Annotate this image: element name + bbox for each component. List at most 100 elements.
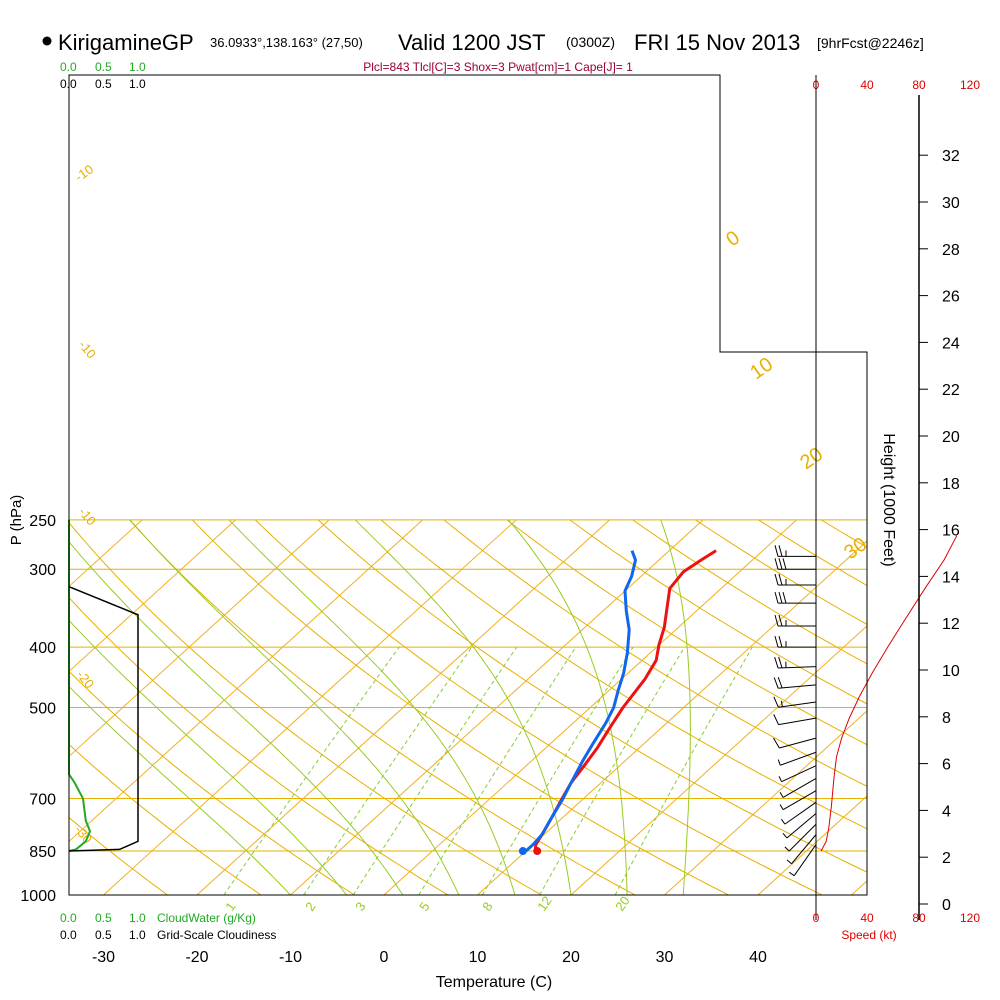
cloudiness-profile-line [68, 586, 139, 852]
isotherm-line [103, 519, 517, 895]
wind-barb-half [781, 818, 786, 825]
cloudwater-scale-bottom: 0.0 0.5 1.0 CloudWater (g/Kg) [60, 911, 256, 925]
x-axis-label: Temperature (C) [436, 974, 552, 991]
dry-adiabat-line [69, 519, 262, 895]
speed-scale-bottom: 0 40 80 120 Speed (kt) [813, 911, 981, 942]
wind-barb-flag [782, 591, 787, 604]
wind-barb-half [786, 859, 792, 865]
temperature-axis: -30 -20 -10 0 10 20 30 40 [92, 949, 767, 966]
height-tick-label: 20 [942, 429, 960, 446]
dry-adiabat-label: -10 [76, 504, 100, 528]
wind-barb-half [778, 776, 783, 782]
pressure-axis: 250 300 400 500 700 850 1000 [20, 513, 56, 905]
wind-barb [774, 591, 816, 604]
pressure-tick-label: 250 [29, 513, 56, 530]
isotherm-line [477, 519, 867, 895]
pressure-tick-label: 300 [29, 562, 56, 579]
spd-bot-1: 40 [860, 911, 874, 925]
mixing-ratio-line [614, 646, 753, 895]
height-tick-label: 30 [942, 195, 960, 212]
height-tick-label: 26 [942, 289, 960, 306]
dry-adiabat-label: 10 [746, 353, 777, 384]
dry-adiabat-line [317, 519, 867, 895]
pressure-tick-label: 700 [29, 791, 56, 808]
wind-barb-flag [778, 558, 783, 570]
wind-barb-staff [782, 778, 817, 798]
wind-barb-flag [774, 573, 779, 586]
cloudwater-scale-top: 0.0 0.5 1.0 [60, 60, 146, 74]
dry-adiabat-line [69, 519, 542, 895]
dry-adiabat-line [380, 519, 867, 895]
wind-barb-flag [778, 545, 783, 557]
speed-label: Speed (kt) [841, 928, 896, 942]
cl-bot-1: 0.5 [95, 928, 112, 942]
plot-frame [68, 74, 868, 896]
wind-barb-flag [774, 591, 779, 604]
wind-column [773, 535, 958, 877]
wind-barb-flag [774, 656, 779, 669]
moist-adiabat-line [69, 519, 347, 895]
cw-bot-2: 1.0 [129, 911, 146, 925]
wind-barb-half [784, 846, 790, 852]
surface-temperature-point [533, 847, 542, 856]
height-tick-label: 6 [942, 757, 951, 774]
wind-barb [778, 765, 817, 783]
wind-barb [774, 635, 816, 648]
dry-adiabat-line [129, 519, 636, 895]
wind-barb-staff [793, 844, 817, 877]
height-tick-label: 0 [942, 897, 951, 914]
wind-barb-staff [782, 790, 817, 811]
dry-adiabat-label: 20 [796, 443, 827, 474]
wind-barb-flag [778, 591, 783, 604]
wind-barb-half [781, 700, 783, 707]
wind-barb-flag [773, 677, 779, 689]
surface-dewpoint-point [518, 847, 527, 856]
wind-barb [784, 823, 817, 852]
wind-barb [774, 573, 816, 586]
wind-barb-staff [784, 801, 817, 825]
station-coords: 36.0933°,138.163° (27,50) [210, 35, 363, 50]
dry-adiabat-line [192, 519, 729, 895]
wind-barb-staff [778, 684, 817, 689]
cw-top-1: 0.5 [95, 60, 112, 74]
station-name: KirigamineGP [58, 30, 194, 55]
y-axis-label: P (hPa) [8, 495, 25, 546]
dry-adiabat-label: 0 [722, 227, 744, 251]
wind-barb-staff [786, 813, 817, 839]
spd-top-1: 40 [860, 78, 874, 92]
wind-barb-flag [774, 635, 779, 648]
height-tick-label: 4 [942, 803, 951, 820]
dry-adiabat-line [632, 519, 867, 895]
temperature-tick-label: 10 [469, 949, 487, 966]
height-tick-label: 16 [942, 523, 960, 540]
mixing-ratio-line [303, 646, 473, 895]
wind-barb-flag [778, 635, 783, 648]
temperature-tick-label: 20 [562, 949, 580, 966]
spd-bot-3: 120 [960, 911, 980, 925]
cloud-profiles [68, 519, 139, 852]
wind-barb-flag [774, 545, 779, 557]
mixing-ratio-label: 5 [416, 899, 432, 914]
moist-adiabat-line [660, 519, 691, 895]
valid-date: FRI 15 Nov 2013 [634, 30, 800, 55]
station-bullet-icon [42, 36, 52, 46]
cloudiness-scale-bottom: 0.0 0.5 1.0 Grid-Scale Cloudiness [60, 928, 276, 942]
height-tick-label: 10 [942, 663, 960, 680]
wind-barb [773, 737, 817, 749]
dry-adiabat-label: 30 [840, 533, 871, 564]
mixing-ratio-label: 20 [612, 893, 633, 913]
height-tick-label: 12 [942, 616, 960, 633]
wind-barb [782, 813, 817, 839]
cl-bot-2: 1.0 [129, 928, 146, 942]
temperature-tick-label: 40 [749, 949, 767, 966]
wind-barb-staff [778, 701, 817, 708]
wind-barb [779, 790, 817, 811]
height-tick-label: 24 [942, 335, 960, 352]
wind-barb-half [782, 833, 788, 839]
dry-adiabat-line [254, 519, 823, 895]
wind-barb-half [779, 791, 784, 798]
dry-adiabat-line [69, 519, 168, 895]
cw-bot-0: 0.0 [60, 911, 77, 925]
dry-adiabat-line [569, 519, 867, 895]
indices-line: Plcl=843 Tlcl[C]=3 Shox=3 Pwat[cm]=1 Cap… [363, 60, 633, 74]
